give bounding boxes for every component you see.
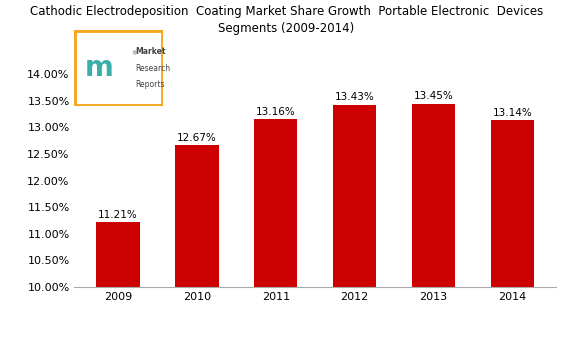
Bar [333, 104, 376, 354]
Bar [96, 223, 140, 354]
Text: 11.21%: 11.21% [98, 210, 138, 220]
Text: 12.67%: 12.67% [177, 133, 217, 143]
Text: Research: Research [135, 64, 170, 73]
Text: Cathodic Electrodeposition  Coating Market Share Growth  Portable Electronic  De: Cathodic Electrodeposition Coating Marke… [30, 5, 543, 35]
Text: Reports: Reports [135, 80, 164, 90]
Text: 13.16%: 13.16% [256, 107, 296, 117]
FancyBboxPatch shape [74, 30, 163, 106]
Bar [175, 145, 218, 354]
Text: m: m [85, 54, 114, 82]
Bar [412, 104, 455, 354]
Text: MarketResearchReports.com: MarketResearchReports.com [202, 324, 371, 337]
Text: Market: Market [135, 47, 166, 56]
Text: 13.14%: 13.14% [492, 108, 532, 118]
Bar [254, 119, 297, 354]
Text: ®: ® [131, 51, 137, 56]
Text: m: m [85, 54, 114, 82]
Bar [490, 120, 534, 354]
Text: 13.45%: 13.45% [414, 91, 453, 102]
Text: 13.43%: 13.43% [335, 92, 374, 103]
